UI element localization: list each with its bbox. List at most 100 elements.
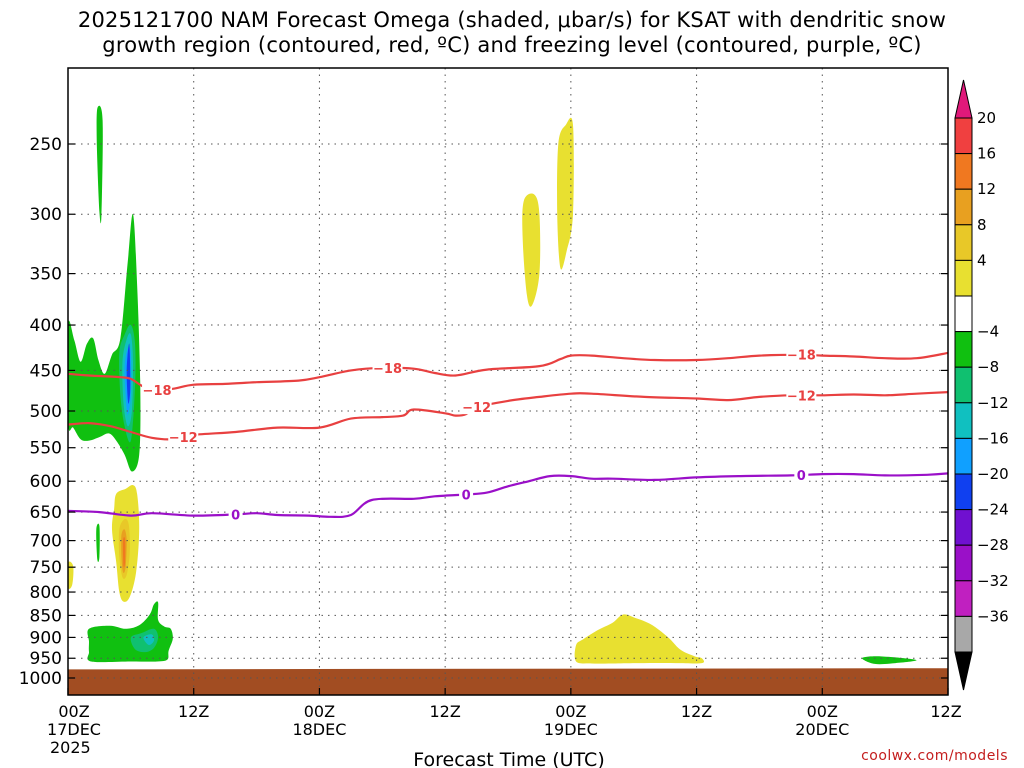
omega-region-6 [96, 523, 100, 563]
colorbar-segment-8 [954, 402, 973, 439]
contour-label--12-0: −12 [169, 431, 198, 446]
x-tick-label-24: 00Z [304, 702, 335, 721]
contour-label-0-0: 0 [231, 508, 240, 523]
colorbar-label-3: 8 [977, 216, 987, 234]
omega-region-7 [87, 601, 173, 663]
y-tick-label-300: 300 [30, 205, 62, 225]
contour-label--12-1: −12 [462, 401, 491, 416]
contour-label-bg [794, 467, 809, 482]
colorbar-segment-3 [954, 224, 973, 261]
colorbar-label-6: −8 [977, 358, 999, 376]
omega-region-15 [122, 537, 126, 568]
colorbar-segment-9 [954, 437, 973, 475]
colorbar-label-2: 12 [977, 180, 996, 198]
chart-title-line2: growth region (contoured, red, ºC) and f… [102, 33, 922, 57]
y-tick-label-800: 800 [30, 583, 62, 603]
contour-label-bg [168, 430, 199, 445]
contours: −18 −18 −18 −12 −12 −12 0 0 0 [68, 347, 948, 523]
contour-label--18-0: −18 [143, 384, 172, 399]
y-tick-label-950: 950 [30, 649, 62, 669]
x-tick-label-48: 00Z [555, 702, 586, 721]
omega-region-10 [862, 656, 917, 665]
colorbar-legend: 20 16 12 8 4 −4 −8 −12 −16 −20 −24 −28 −32 −36 [954, 79, 1009, 691]
omega-region-4 [126, 343, 131, 404]
colorbar-segment-13 [954, 580, 973, 617]
x-tick-label-0: 00Z [58, 702, 89, 721]
x-tick-year-0: 2025 [50, 738, 91, 757]
terrain-fill [68, 668, 948, 695]
x-tick-label-12: 12Z [178, 702, 209, 721]
colorbar-label-10: −24 [977, 501, 1009, 519]
colorbar-segment-12 [954, 544, 973, 582]
omega-region-11 [68, 561, 74, 589]
omega-region-17 [557, 117, 574, 270]
colorbar-segment-11 [954, 509, 973, 546]
x-tick-label-84: 12Z [930, 702, 961, 721]
y-tick-label-600: 600 [30, 472, 62, 492]
colorbar-segment-10 [954, 473, 973, 511]
colorbar-label-9: −20 [977, 465, 1009, 483]
terrain [68, 668, 948, 695]
colorbar-bottom-arrow [954, 651, 973, 691]
colorbar-label-8: −16 [977, 429, 1009, 447]
colorbar-label-7: −12 [977, 394, 1009, 412]
colorbar-segment-5 [954, 295, 973, 333]
colorbar-label-4: 4 [977, 251, 987, 269]
colorbar-segment-0 [954, 117, 973, 155]
x-axis-label: Forecast Time (UTC) [413, 749, 604, 768]
contour-label--12-2: −12 [787, 389, 816, 404]
colorbar-segment-4 [954, 259, 973, 297]
y-tick-label-250: 250 [30, 135, 62, 155]
grid [68, 68, 948, 695]
colorbar-segment-2 [954, 188, 973, 226]
contour-label-0-2: 0 [797, 469, 806, 484]
y-tick-label-500: 500 [30, 402, 62, 422]
contour-label-bg [372, 360, 403, 375]
colorbar-segment-7 [954, 366, 973, 404]
colorbar-label-1: 16 [977, 145, 996, 163]
omega-shading [68, 105, 917, 665]
omega-region-16 [522, 193, 541, 307]
contour-0 [68, 472, 948, 519]
colorbar-segment-6 [954, 331, 973, 368]
y-tick-label-850: 850 [30, 606, 62, 626]
contour-label--18-2: −18 [787, 349, 816, 364]
omega-region-5 [96, 105, 103, 224]
y-tick-label-700: 700 [30, 532, 62, 552]
contour-label-bg [142, 383, 173, 398]
x-tick-date-0: 17DEC [47, 720, 101, 739]
contour-label-bg [459, 487, 474, 502]
contour-label-bg [228, 507, 243, 522]
colorbar-label-0: 20 [977, 109, 996, 127]
y-axis: 2503003504004505005506006507007508008509… [19, 135, 948, 689]
contour-label-0-1: 0 [462, 488, 471, 503]
colorbar-segment-14 [954, 615, 973, 653]
x-tick-date-72: 20DEC [795, 720, 849, 739]
colorbar-label-12: −32 [977, 572, 1009, 590]
y-tick-label-450: 450 [30, 361, 62, 381]
colorbar-top-arrow [954, 79, 973, 119]
y-tick-label-350: 350 [30, 265, 62, 285]
contour-label-bg [786, 347, 817, 362]
x-tick-label-60: 12Z [681, 702, 712, 721]
contour-label--18-1: −18 [373, 362, 402, 377]
chart-title-line1: 2025121700 NAM Forecast Omega (shaded, μ… [77, 8, 947, 32]
contour-label-bg [461, 400, 492, 415]
omega-region-18 [574, 614, 705, 664]
colorbar-label-11: −28 [977, 536, 1009, 554]
credit-text: coolwx.com/models [861, 748, 1008, 764]
colorbar-segment-1 [954, 153, 973, 190]
y-tick-label-550: 550 [30, 439, 62, 459]
colorbar-label-13: −36 [977, 607, 1009, 625]
x-tick-date-24: 18DEC [292, 720, 346, 739]
colorbar-label-5: −4 [977, 323, 999, 341]
y-tick-label-900: 900 [30, 628, 62, 648]
y-tick-label-400: 400 [30, 316, 62, 336]
x-tick-label-36: 12Z [429, 702, 460, 721]
contour-label-bg [786, 388, 817, 403]
y-tick-label-1000: 1000 [19, 669, 62, 689]
plot-frame [67, 67, 949, 696]
y-tick-label-750: 750 [30, 558, 62, 578]
